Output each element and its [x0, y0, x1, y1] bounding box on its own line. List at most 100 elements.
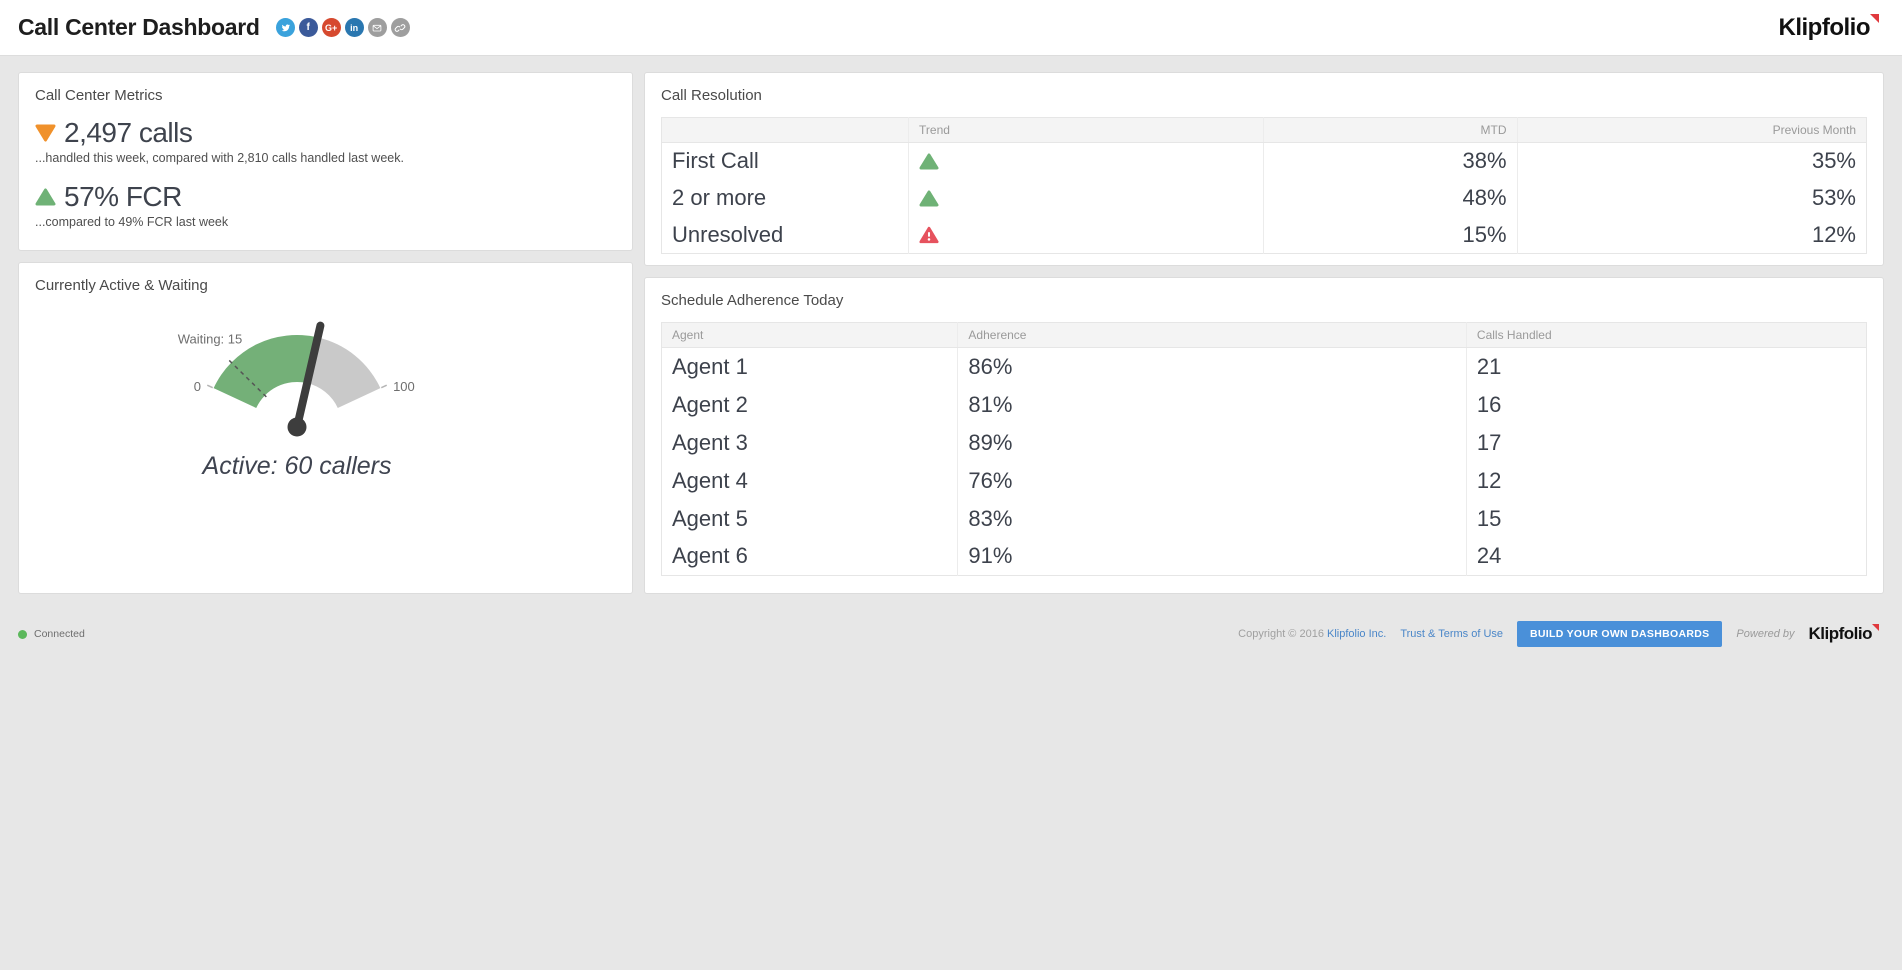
gauge-waiting-label: Waiting: 15 [178, 331, 243, 346]
calls-handled-value: 21 [1465, 347, 1867, 386]
panel-currently-active-waiting: Currently Active & Waiting Waiting: 15 0… [18, 262, 633, 594]
gauge-fill-arc [213, 335, 318, 408]
previous-month-value: 35% [1516, 142, 1867, 180]
connected-status-label: Connected [34, 628, 85, 640]
mtd-value: 38% [1263, 142, 1518, 180]
table-row: Agent 4 76% 12 [662, 461, 1867, 500]
column-header-trend: Trend [908, 117, 1264, 143]
google-plus-icon[interactable]: G+ [321, 18, 341, 37]
powered-by-label: Powered by [1736, 628, 1795, 640]
table-row: First Call 38% 35% [662, 142, 1867, 180]
connected-status-dot [18, 629, 27, 639]
klipfolio-logo-flag [1872, 624, 1879, 631]
terms-link[interactable]: Trust & Terms of Use [1400, 628, 1504, 640]
twitter-icon[interactable] [275, 18, 295, 37]
adherence-value: 81% [957, 385, 1467, 424]
call-resolution-table: Trend MTD Previous Month First Call 38% … [661, 117, 1867, 254]
agent-name: Agent 1 [672, 353, 748, 379]
build-dashboards-button[interactable]: BUILD YOUR OWN DASHBOARDS [1517, 621, 1723, 647]
adherence-value: 89% [957, 423, 1467, 462]
agent-name: Agent 5 [672, 505, 748, 531]
company-link[interactable]: Klipfolio Inc. [1327, 628, 1387, 640]
metric-calls: 2,497 calls [35, 117, 616, 149]
copyright-prefix: Copyright © 2016 [1238, 628, 1324, 640]
gauge-min-label: 0 [194, 379, 201, 394]
previous-month-value: 53% [1516, 179, 1867, 217]
metric-caption: ...compared to 49% FCR last week [35, 215, 229, 229]
calls-handled-value: 16 [1465, 385, 1867, 424]
column-header-label [661, 117, 909, 143]
panel-call-resolution: Call Resolution Trend MTD Previous Month… [644, 72, 1884, 266]
panel-title: Call Resolution [661, 87, 762, 104]
agent-name: Agent 6 [672, 543, 748, 569]
column-header-agent: Agent [661, 322, 958, 348]
klipfolio-logo-text: Klipfolio [1808, 624, 1873, 643]
adherence-value: 86% [957, 347, 1467, 386]
gauge-pivot [287, 417, 307, 437]
mtd-value: 15% [1263, 216, 1518, 254]
connection-status: Connected [18, 628, 85, 640]
gauge-max-tick [380, 384, 388, 389]
page-title: Call Center Dashboard [18, 14, 260, 40]
table-row: 2 or more 48% 53% [662, 179, 1867, 217]
adherence-value: 76% [957, 461, 1467, 500]
footer: Connected Copyright © 2016 Klipfolio Inc… [0, 620, 1902, 648]
agent-name: Agent 4 [672, 467, 748, 493]
header: Call Center Dashboard f G+ in Klipfolio [0, 0, 1902, 56]
panel-schedule-adherence: Schedule Adherence Today Agent Adherence… [644, 277, 1884, 594]
table-header-row: Trend MTD Previous Month [661, 117, 1867, 143]
klipfolio-logo-flag [1870, 13, 1879, 23]
table-header-row: Agent Adherence Calls Handled [661, 322, 1867, 348]
row-label: First Call [672, 148, 759, 174]
copyright-text: Copyright © 2016 Klipfolio Inc. [1238, 628, 1386, 640]
active-waiting-gauge: Waiting: 15 0 100 Active: 60 callers [178, 321, 415, 480]
klipfolio-logo[interactable]: Klipfolio [1778, 13, 1879, 42]
footer-links: Copyright © 2016 Klipfolio Inc. Trust & … [1238, 621, 1884, 647]
panel-title: Currently Active & Waiting [35, 277, 208, 294]
dashboard-body: Call Center Metrics 2,497 calls ...handl… [0, 56, 1902, 594]
metric-caption: ...handled this week, compared with 2,81… [35, 151, 404, 165]
calls-handled-value: 12 [1465, 461, 1867, 500]
gauge-active-label: Active: 60 callers [201, 452, 392, 480]
calls-handled-value: 15 [1465, 499, 1867, 538]
left-column: Call Center Metrics 2,497 calls ...handl… [18, 72, 633, 594]
klipfolio-footer-logo[interactable]: Klipfolio [1808, 624, 1879, 644]
gauge-max-label: 100 [393, 379, 415, 394]
mtd-value: 48% [1263, 179, 1518, 217]
agent-name: Agent 3 [672, 429, 748, 455]
klipfolio-logo-text: Klipfolio [1778, 13, 1871, 41]
linkedin-icon[interactable]: in [344, 18, 364, 37]
adherence-value: 91% [957, 537, 1467, 576]
email-icon[interactable] [367, 18, 387, 37]
previous-month-value: 12% [1516, 216, 1867, 254]
right-column: Call Resolution Trend MTD Previous Month… [644, 72, 1884, 594]
table-row: Agent 3 89% 17 [662, 423, 1867, 462]
trend-up-icon [908, 179, 1264, 217]
row-label: 2 or more [672, 185, 767, 210]
warning-icon [908, 216, 1264, 254]
calls-handled-value: 17 [1465, 423, 1867, 462]
schedule-adherence-table: Agent Adherence Calls Handled Agent 1 86… [661, 322, 1867, 576]
panel-title: Schedule Adherence Today [661, 292, 844, 309]
link-icon[interactable] [390, 18, 410, 37]
trend-up-icon [35, 188, 56, 206]
column-header-mtd: MTD [1263, 117, 1518, 143]
trend-down-icon [35, 124, 56, 142]
row-label: Unresolved [672, 221, 784, 247]
gauge-track-arc [307, 337, 381, 408]
agent-name: Agent 2 [672, 391, 748, 417]
column-header-previous-month: Previous Month [1516, 117, 1867, 143]
metric-fcr: 57% FCR [35, 181, 616, 213]
column-header-calls-handled: Calls Handled [1465, 322, 1867, 348]
facebook-icon[interactable]: f [298, 18, 318, 37]
column-header-adherence: Adherence [957, 322, 1467, 348]
metric-value: 57% FCR [64, 181, 182, 212]
table-row: Agent 6 91% 24 [662, 537, 1867, 576]
table-row: Agent 5 83% 15 [662, 499, 1867, 538]
gauge-min-tick [206, 384, 214, 389]
panel-call-center-metrics: Call Center Metrics 2,497 calls ...handl… [18, 72, 633, 251]
adherence-value: 83% [957, 499, 1467, 538]
table-row: Agent 1 86% 21 [662, 347, 1867, 386]
panel-title: Call Center Metrics [35, 87, 163, 104]
social-share-bar: f G+ in [275, 18, 410, 37]
